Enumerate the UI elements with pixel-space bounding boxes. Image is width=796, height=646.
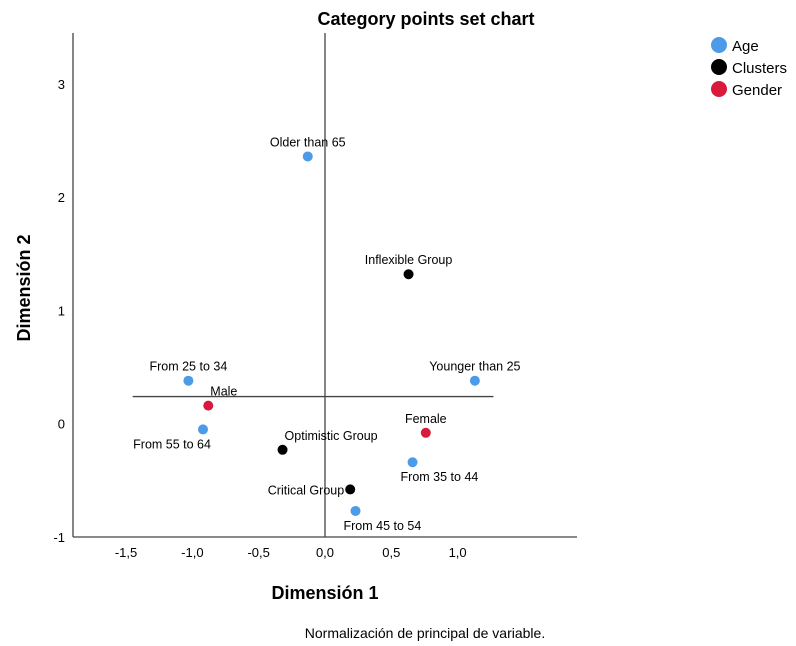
footnote: Normalización de principal de variable. [305,625,545,641]
data-point [277,444,288,455]
x-axis-title: Dimensión 1 [271,583,378,603]
legend-label: Clusters [732,60,787,77]
point-label: Optimistic Group [285,429,378,443]
legend-marker [711,81,727,97]
legend: Age Clusters Gender [711,37,787,99]
data-point [302,151,313,162]
x-tick-label: 1,0 [449,545,467,560]
data-point [203,400,214,411]
chart-title: Category points set chart [317,9,534,29]
y-tick-label: 0 [58,417,65,432]
reference-lines [132,33,494,537]
x-tick-label: 0,0 [316,545,334,560]
point-label: Inflexible Group [365,253,453,267]
legend-marker [711,59,727,75]
legend-label: Gender [732,82,782,99]
x-axis-ticks: -1,5 -1,0 -0,5 0,0 0,5 1,0 [115,545,467,560]
legend-marker [711,37,727,53]
y-tick-label: 3 [58,77,65,92]
data-point [197,424,208,435]
data-point [469,375,480,386]
data-point [407,457,418,468]
data-point [350,505,361,516]
data-points: Older than 65 From 25 to 34 Younger than 2… [133,135,520,532]
y-tick-label: 1 [58,303,65,318]
x-tick-label: -1,5 [115,545,137,560]
data-point [345,484,356,495]
y-axis-title: Dimensión 2 [14,234,34,341]
x-tick-label: -0,5 [247,545,269,560]
point-label: Younger than 25 [429,360,520,374]
point-label: From 45 to 54 [344,519,422,533]
point-label: From 35 to 44 [401,470,479,484]
point-label: Male [210,385,237,399]
point-label: Critical Group [268,483,344,497]
point-label: From 25 to 34 [149,360,227,374]
x-tick-label: -1,0 [181,545,203,560]
data-point [420,427,431,438]
point-label: Female [405,412,447,426]
y-tick-label: 2 [58,190,65,205]
y-axis-ticks: -1 0 1 2 3 [53,77,65,545]
y-tick-label: -1 [53,530,65,545]
point-label: From 55 to 64 [133,437,211,451]
legend-label: Age [732,38,759,55]
data-point [183,375,194,386]
point-label: Older than 65 [270,135,346,149]
x-tick-label: 0,5 [382,545,400,560]
data-point [403,269,414,280]
